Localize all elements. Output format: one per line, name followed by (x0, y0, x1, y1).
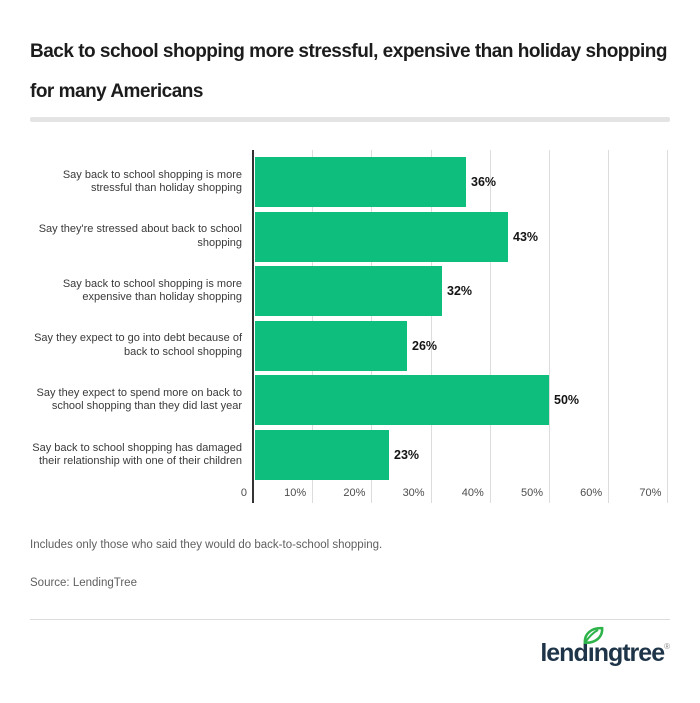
logo-i: ı (583, 626, 604, 670)
source-line: Source: LendingTree (30, 577, 137, 589)
logo-row: lend ıngtree ® (30, 626, 670, 670)
x-axis-tick-label: 20% (343, 487, 366, 499)
bar (255, 157, 466, 207)
gridline (430, 150, 432, 503)
x-axis-tick-label: 10% (284, 487, 307, 499)
bar (255, 430, 389, 480)
category-label: Say they're stressed about back to schoo… (38, 223, 242, 249)
category-label: Say they expect to spend more on back to… (36, 386, 242, 413)
bar (255, 266, 442, 317)
logo-text-i: ı (587, 639, 595, 667)
bar-value-label: 36% (471, 175, 497, 189)
x-axis-tick-label: 50% (520, 487, 543, 499)
bar-value-label: 32% (447, 284, 473, 299)
registered-mark: ® (664, 642, 670, 651)
bar (255, 211, 508, 262)
footnote: Includes only those who said they would … (30, 539, 383, 551)
y-axis-line (252, 150, 254, 503)
category-label: Say back to school shopping is more stre… (62, 168, 242, 195)
bar-value-label: 26% (412, 338, 438, 353)
bar (255, 375, 549, 426)
gridline (489, 150, 491, 503)
bar-value-label: 23% (394, 448, 420, 462)
bar (255, 320, 407, 371)
category-label: Say back to school shopping is more expe… (62, 277, 242, 304)
bar-value-label: 50% (554, 393, 580, 408)
x-axis-tick-label: 0 (240, 487, 247, 499)
leaf-icon (583, 626, 604, 645)
chart-title: Back to school shopping more stressful, … (30, 41, 668, 102)
x-axis-tick-label: 70% (639, 487, 662, 499)
category-label: Say back to school shopping has damaged … (32, 441, 242, 468)
logo-text-post: ngtree (593, 639, 665, 667)
category-label: Say they expect to go into debt because … (34, 332, 242, 358)
footer-divider (30, 619, 670, 620)
logo-text: lend ıngtree (540, 626, 665, 670)
gridline (608, 150, 610, 503)
gridline (667, 150, 669, 503)
chart: 0 10% 20% 30% 40% 50% 60% 70% Say back to school… (30, 150, 670, 506)
lendingtree-logo: lend ıngtree ® (540, 626, 670, 670)
bar-value-label: 43% (513, 229, 539, 244)
title-divider (30, 117, 670, 122)
x-axis-tick-label: 60% (580, 487, 603, 499)
x-axis-tick-label: 30% (402, 487, 425, 499)
gridline (549, 150, 550, 503)
x-axis-tick-label: 40% (461, 487, 484, 499)
logo-text-pre: lend (540, 639, 588, 667)
